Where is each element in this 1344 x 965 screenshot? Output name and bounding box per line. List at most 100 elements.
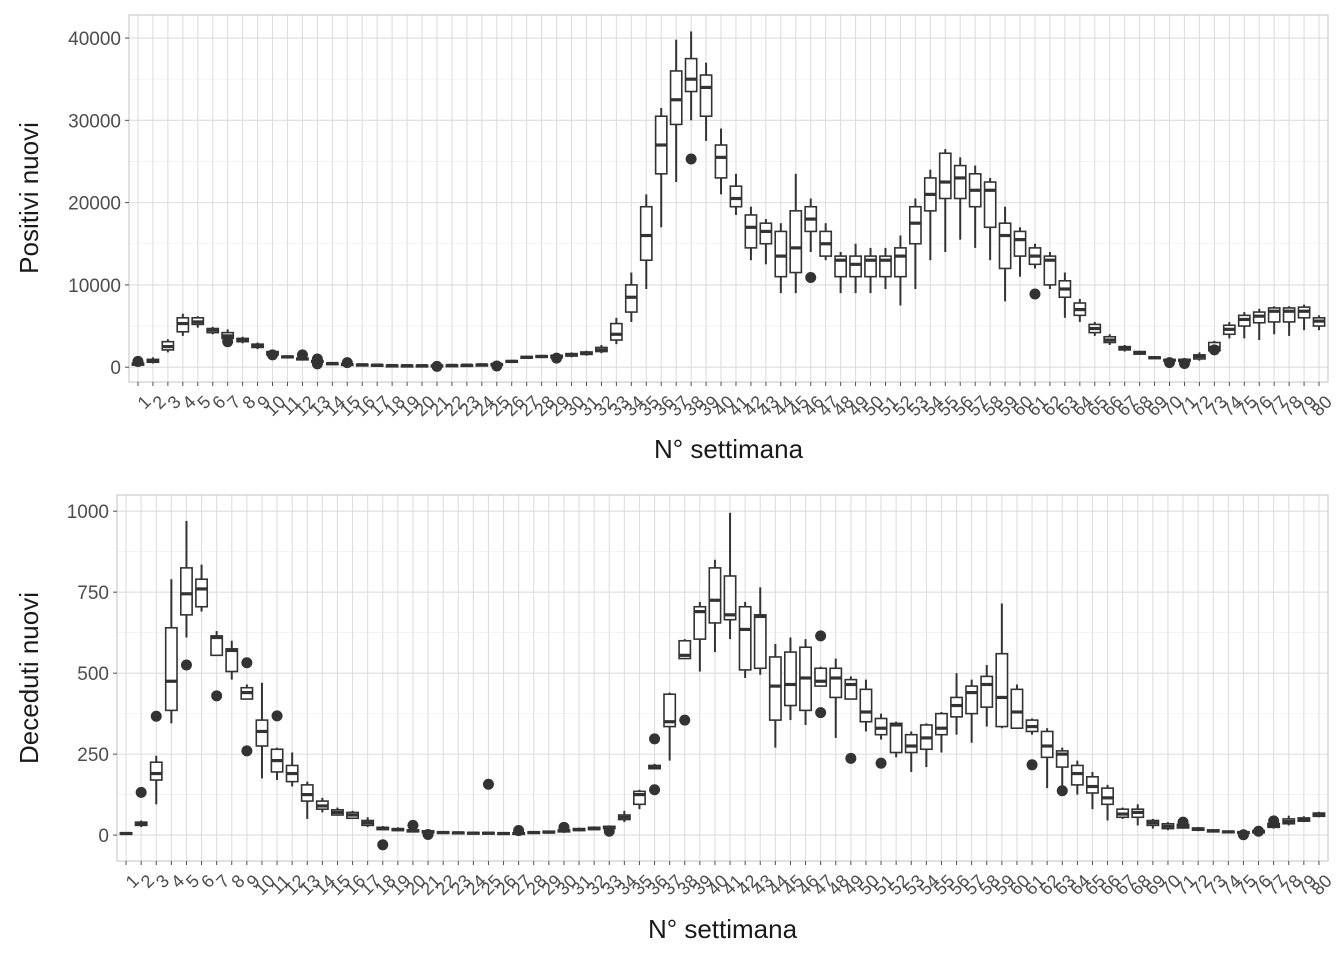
box-iqr [1085, 775, 1099, 794]
box-week-50 [859, 679, 873, 732]
box-week-32 [587, 826, 601, 831]
box-week-67 [1118, 344, 1132, 352]
y-axis-ticks: 0 250 500 750 1000 [67, 502, 117, 847]
box-iqr [998, 222, 1012, 270]
box-week-19 [391, 827, 405, 832]
outlier-point [1237, 829, 1249, 841]
box-week-77 [1267, 306, 1281, 335]
outlier-point [296, 349, 308, 361]
outlier-point [311, 353, 323, 365]
box-week-48 [829, 658, 843, 738]
box-iqr [678, 639, 692, 660]
box-week-54 [919, 723, 933, 768]
box-week-52 [889, 721, 903, 758]
box-week-64 [1073, 298, 1087, 322]
box-iqr [774, 230, 788, 278]
box-week-1 [119, 831, 133, 836]
box-week-56 [950, 673, 964, 735]
box-iqr [814, 667, 828, 687]
box-week-58 [980, 665, 994, 727]
box-week-25 [481, 831, 495, 835]
box-week-51 [874, 713, 888, 740]
y-axis-ticks: 0 10000 20000 30000 40000 [68, 29, 129, 379]
box-week-2 [146, 357, 160, 364]
box-week-52 [894, 235, 907, 306]
outlier-point [649, 733, 661, 745]
box-week-68 [1131, 804, 1145, 826]
panel-background [117, 495, 1328, 861]
box-week-49 [844, 676, 858, 700]
outlier-point [1164, 357, 1176, 369]
box-iqr [1267, 307, 1281, 323]
box-week-8 [225, 640, 239, 680]
y-tick-label: 30000 [68, 111, 121, 132]
box-week-7 [210, 631, 224, 657]
box-week-61 [1025, 718, 1039, 735]
y-tick-label: 500 [77, 664, 109, 685]
box-iqr [879, 255, 892, 278]
box-iqr [708, 567, 722, 624]
box-iqr [669, 70, 683, 126]
box-week-4 [176, 313, 190, 336]
box-week-8 [236, 336, 250, 344]
box-iqr [938, 152, 952, 200]
box-week-4 [164, 579, 178, 724]
box-week-78 [1282, 306, 1296, 336]
box-week-51 [879, 247, 892, 290]
box-week-69 [1148, 356, 1161, 360]
box-iqr [834, 255, 848, 278]
box-week-67 [1116, 807, 1130, 819]
outlier-point [649, 784, 661, 796]
outlier-point [222, 336, 234, 348]
box-week-41 [723, 512, 737, 640]
outlier-point [1208, 344, 1220, 356]
box-iqr [723, 575, 737, 621]
box-iqr [693, 605, 707, 640]
box-iqr [1010, 688, 1024, 730]
box-week-40 [714, 128, 728, 195]
box-week-47 [819, 223, 833, 261]
outlier-point [685, 153, 697, 165]
box-week-26 [505, 359, 519, 364]
y-tick-label: 750 [77, 583, 109, 604]
box-week-37 [669, 39, 683, 183]
box-week-78 [1282, 815, 1296, 826]
box-week-18 [376, 826, 390, 831]
box-iqr [1043, 255, 1057, 286]
box-week-59 [995, 603, 1009, 729]
box-week-65 [1088, 321, 1102, 336]
box-week-53 [904, 731, 918, 772]
box-iqr [844, 678, 858, 700]
box-week-14 [325, 361, 339, 366]
outlier-point [271, 710, 283, 722]
panel-background [129, 15, 1328, 382]
box-iqr [699, 74, 713, 118]
box-week-32 [595, 344, 608, 354]
box-week-55 [934, 712, 948, 753]
box-week-38 [678, 639, 692, 660]
box-iqr [632, 790, 646, 806]
box-week-19 [400, 364, 414, 368]
outlier-point [211, 690, 223, 702]
box-week-11 [270, 747, 284, 781]
box-iqr [874, 717, 888, 736]
box-iqr [225, 648, 239, 673]
box-iqr [1055, 750, 1069, 768]
box-week-48 [834, 251, 848, 294]
box-week-42 [744, 206, 758, 261]
box-week-58 [983, 177, 997, 261]
box-week-3 [161, 339, 175, 353]
box-week-49 [849, 243, 862, 294]
box-week-12 [285, 752, 299, 787]
box-iqr [255, 719, 269, 747]
x-axis-title: N° settimana [654, 434, 804, 464]
outlier-point [815, 630, 827, 642]
box-week-60 [1010, 684, 1024, 730]
box-week-28 [535, 354, 549, 359]
box-week-20 [415, 364, 429, 368]
box-week-34 [624, 272, 638, 322]
outlier-point [603, 825, 615, 837]
y-tick-label: 0 [98, 826, 109, 847]
box-week-34 [617, 810, 631, 823]
box-week-24 [475, 363, 489, 367]
